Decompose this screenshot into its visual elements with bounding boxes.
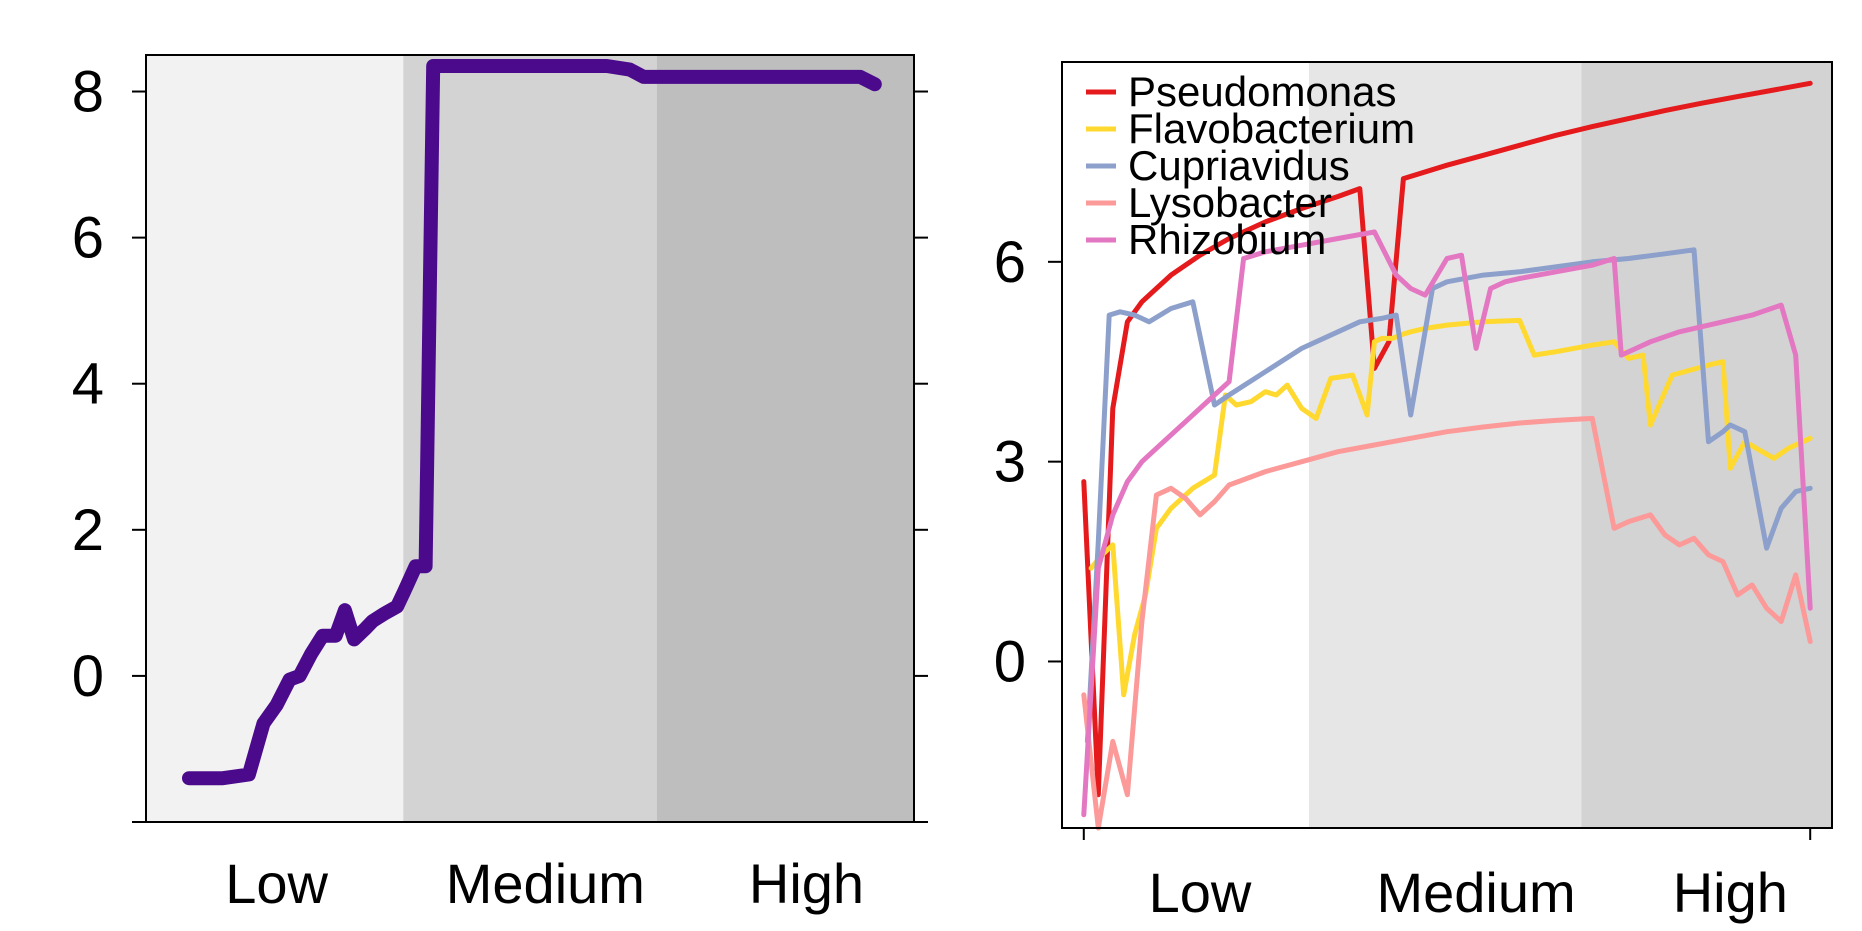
x-category-label-medium: Medium bbox=[446, 852, 645, 915]
left-chart-panel: 0 2 4 6 8 Low Medium High bbox=[72, 54, 928, 915]
y-tick-label-1: 2 bbox=[72, 498, 104, 563]
x-category-label-medium: Medium bbox=[1376, 861, 1575, 924]
plot-frame bbox=[1061, 61, 1833, 829]
y-tick-label-4: 8 bbox=[72, 60, 104, 125]
background-band-2 bbox=[656, 55, 914, 822]
series-line-cupriavidus bbox=[1084, 247, 1813, 744]
legend-label-flavobacterium: Flavobacterium bbox=[1128, 105, 1415, 152]
series-line-flavobacterium bbox=[1088, 317, 1813, 698]
background-band-1 bbox=[403, 55, 657, 822]
y-tick-label-2: 6 bbox=[994, 230, 1026, 295]
x-category-label-low: Low bbox=[1149, 861, 1252, 924]
y-tick-label-3: 6 bbox=[72, 206, 104, 271]
legend: PseudomonasFlavobacteriumCupriavidusLyso… bbox=[1086, 68, 1415, 263]
series-line-lysobacter bbox=[1081, 415, 1813, 831]
legend-label-cupriavidus: Cupriavidus bbox=[1128, 142, 1350, 189]
y-tick-label-0: 0 bbox=[72, 644, 104, 709]
series-line-rhizobium bbox=[1081, 229, 1813, 818]
legend-label-lysobacter: Lysobacter bbox=[1128, 179, 1332, 226]
y-tick-label-0: 0 bbox=[994, 629, 1026, 694]
series-line-0 bbox=[182, 59, 882, 786]
plot-frame bbox=[145, 54, 915, 823]
x-category-label-high: High bbox=[749, 852, 864, 915]
x-category-label-high: High bbox=[1673, 861, 1788, 924]
y-tick-label-1: 3 bbox=[994, 430, 1026, 495]
y-tick-label-2: 4 bbox=[72, 352, 104, 417]
legend-label-rhizobium: Rhizobium bbox=[1128, 216, 1326, 263]
series-line-pseudomonas bbox=[1081, 80, 1813, 798]
legend-label-pseudomonas: Pseudomonas bbox=[1128, 68, 1397, 115]
right-chart-panel: 0 3 6 Low Medium High PseudomonasFlavobacteriu… bbox=[994, 61, 1833, 924]
x-category-label-low: Low bbox=[225, 852, 328, 915]
background-band-1 bbox=[1308, 62, 1582, 828]
